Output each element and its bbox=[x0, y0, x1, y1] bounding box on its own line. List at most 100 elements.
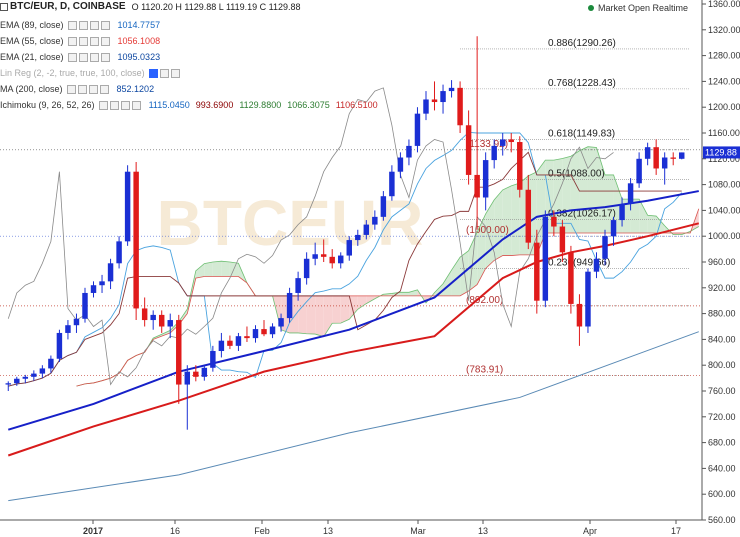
close-icon[interactable] bbox=[99, 84, 109, 94]
kumo-segment bbox=[579, 146, 588, 233]
candle-body bbox=[210, 351, 216, 368]
ma200-line bbox=[8, 331, 699, 502]
symbol-title[interactable]: BTC/EUR, D, COINBASE bbox=[10, 1, 126, 12]
kumo-segment bbox=[340, 295, 350, 324]
tenkan-line bbox=[8, 131, 683, 387]
candle-body bbox=[252, 329, 259, 339]
time-tick-label: 2017 bbox=[83, 526, 103, 536]
legend-value: 1129.8800 bbox=[239, 100, 282, 110]
legend-row-ma200[interactable]: MA (200, close) 852.1202 bbox=[0, 82, 154, 96]
plus-icon[interactable] bbox=[89, 36, 99, 46]
kumo-segment bbox=[647, 215, 657, 233]
close-icon[interactable] bbox=[100, 20, 110, 30]
kumo-segment bbox=[366, 295, 375, 304]
candle-body bbox=[193, 371, 199, 377]
price-tick-label: 640.00 bbox=[708, 463, 736, 473]
kumo-segment bbox=[417, 289, 426, 303]
collapse-icon[interactable] bbox=[0, 2, 8, 11]
fib-label: 0.236(949.66) bbox=[548, 258, 610, 269]
fib-label: 0.382(1026.17) bbox=[548, 208, 616, 219]
price-tick-label: 1040.00 bbox=[708, 205, 740, 215]
kumo-segment bbox=[408, 289, 418, 296]
candle-body bbox=[525, 189, 532, 243]
price-tick-label: 920.00 bbox=[708, 283, 736, 293]
candle-body bbox=[593, 258, 600, 272]
kumo-segment bbox=[570, 150, 580, 233]
kumo-segment bbox=[349, 295, 358, 320]
time-axis[interactable]: 2017 16 Feb 13 Mar 13 Apr 17 bbox=[0, 519, 702, 537]
lagging-line bbox=[7, 87, 614, 386]
candle-body bbox=[517, 142, 523, 190]
kumo-segment bbox=[204, 262, 213, 277]
candle-body bbox=[508, 139, 514, 143]
eye-icon[interactable] bbox=[98, 100, 108, 110]
close-icon[interactable] bbox=[170, 68, 180, 78]
plus-icon[interactable] bbox=[89, 52, 99, 62]
legend-row-ema89[interactable]: EMA (89, close) 1014.7757 bbox=[0, 18, 160, 32]
close-icon[interactable] bbox=[131, 100, 141, 110]
legend-row-ichimoku[interactable]: Ichimoku (9, 26, 52, 26) 1115.0450 993.6… bbox=[0, 98, 378, 112]
candle-body bbox=[133, 171, 139, 309]
kumo-segment bbox=[494, 189, 503, 261]
candle-body bbox=[346, 240, 352, 256]
legend-row-ema21[interactable]: EMA (21, close) 1095.0323 bbox=[0, 50, 160, 64]
fib-label: (1133.92) bbox=[466, 139, 508, 150]
price-tick-label: 1240.00 bbox=[708, 76, 740, 86]
plus-icon[interactable] bbox=[88, 84, 98, 94]
watermark: BTCEUR bbox=[157, 187, 424, 259]
eye-icon[interactable] bbox=[67, 52, 77, 62]
candle-body bbox=[82, 292, 88, 319]
plus-icon[interactable] bbox=[89, 20, 99, 30]
eye-icon[interactable] bbox=[67, 36, 77, 46]
close-icon[interactable] bbox=[100, 36, 110, 46]
chart-header: BTC/EUR, D, COINBASE O 1120.20 H 1129.88… bbox=[0, 1, 301, 12]
legend-row-linreg[interactable]: Lin Reg (2, -2, true, true, 100, close) bbox=[0, 66, 182, 80]
candle-body bbox=[90, 285, 97, 293]
settings-icon[interactable] bbox=[78, 36, 88, 46]
settings-icon[interactable] bbox=[78, 52, 88, 62]
candle-body bbox=[141, 308, 148, 321]
fib-label: (783.91) bbox=[466, 365, 503, 376]
candle-body bbox=[65, 325, 71, 333]
settings-icon[interactable] bbox=[78, 20, 88, 30]
candle-body bbox=[576, 303, 583, 327]
candle-body bbox=[372, 216, 378, 225]
legend-name: Lin Reg (2, -2, true, true, 100, close) bbox=[0, 68, 145, 78]
settings-icon[interactable] bbox=[159, 68, 169, 78]
legend-value: 1056.1008 bbox=[117, 36, 161, 46]
legend-value: 1014.7757 bbox=[117, 20, 161, 30]
settings-icon[interactable] bbox=[109, 100, 119, 110]
candle-body bbox=[303, 258, 310, 279]
eye-icon[interactable] bbox=[66, 84, 76, 94]
candle-body bbox=[423, 99, 429, 114]
plus-icon[interactable] bbox=[120, 100, 130, 110]
candle-body bbox=[176, 320, 182, 385]
price-tick-label: 1200.00 bbox=[708, 102, 740, 112]
time-tick-label: Feb bbox=[254, 526, 270, 536]
price-axis[interactable]: 1360.00 1320.00 1280.00 1240.00 1200.00 1160.… bbox=[701, 0, 740, 537]
close-icon[interactable] bbox=[100, 52, 110, 62]
senkou-a-line bbox=[76, 146, 699, 387]
price-tick-label: 720.00 bbox=[708, 412, 736, 422]
candle-body bbox=[397, 157, 404, 172]
last-price-tag bbox=[703, 146, 740, 159]
time-axis-bg bbox=[0, 520, 702, 537]
eye-icon[interactable] bbox=[67, 20, 77, 30]
eye-icon[interactable] bbox=[148, 68, 158, 78]
candle-body bbox=[329, 256, 335, 264]
candle-body bbox=[406, 145, 412, 158]
kumo-segment bbox=[221, 261, 230, 277]
candle-body bbox=[184, 371, 191, 385]
price-axis-bg bbox=[702, 0, 740, 537]
candle-body bbox=[56, 332, 63, 359]
candle-body bbox=[585, 271, 591, 327]
kumo-segment bbox=[477, 213, 486, 285]
candle-body bbox=[679, 152, 685, 159]
fib-label: 0.886(1290.26) bbox=[548, 38, 616, 49]
legend-row-ema55[interactable]: EMA (55, close) 1056.1008 bbox=[0, 34, 160, 48]
candle-body bbox=[150, 314, 156, 321]
settings-icon[interactable] bbox=[77, 84, 87, 94]
kumo-segment bbox=[630, 199, 640, 233]
price-tick-label: 1160.00 bbox=[708, 128, 740, 138]
